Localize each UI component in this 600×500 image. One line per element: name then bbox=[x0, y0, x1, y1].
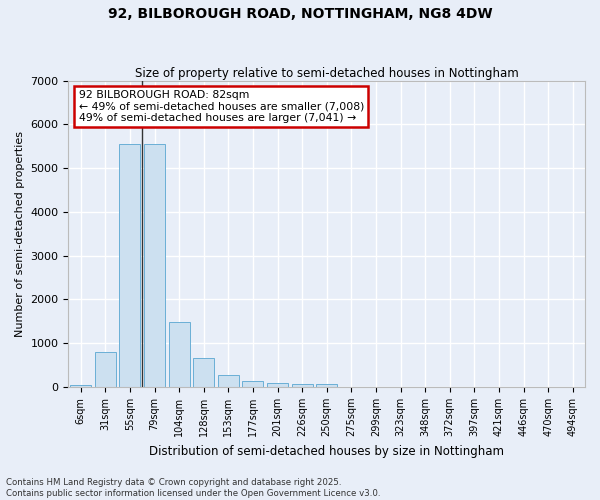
Text: 92, BILBOROUGH ROAD, NOTTINGHAM, NG8 4DW: 92, BILBOROUGH ROAD, NOTTINGHAM, NG8 4DW bbox=[107, 8, 493, 22]
Bar bbox=[316, 384, 337, 387]
Bar bbox=[119, 144, 140, 387]
Text: 92 BILBOROUGH ROAD: 82sqm
← 49% of semi-detached houses are smaller (7,008)
49% : 92 BILBOROUGH ROAD: 82sqm ← 49% of semi-… bbox=[79, 90, 364, 123]
Bar bbox=[95, 352, 116, 387]
Bar bbox=[169, 322, 190, 387]
Bar bbox=[292, 384, 313, 387]
Text: Contains HM Land Registry data © Crown copyright and database right 2025.
Contai: Contains HM Land Registry data © Crown c… bbox=[6, 478, 380, 498]
Bar bbox=[70, 385, 91, 387]
X-axis label: Distribution of semi-detached houses by size in Nottingham: Distribution of semi-detached houses by … bbox=[149, 444, 504, 458]
Bar bbox=[193, 358, 214, 387]
Bar bbox=[267, 383, 288, 387]
Y-axis label: Number of semi-detached properties: Number of semi-detached properties bbox=[15, 131, 25, 337]
Bar bbox=[144, 144, 165, 387]
Title: Size of property relative to semi-detached houses in Nottingham: Size of property relative to semi-detach… bbox=[135, 66, 518, 80]
Bar bbox=[242, 380, 263, 387]
Bar bbox=[218, 374, 239, 387]
